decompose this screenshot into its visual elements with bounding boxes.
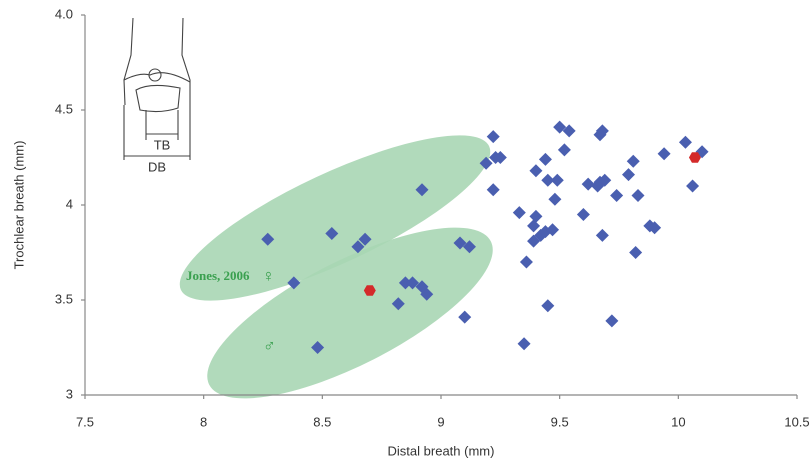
point — [287, 276, 301, 290]
male-region — [207, 227, 493, 399]
point — [553, 120, 567, 134]
point — [678, 135, 692, 149]
point — [325, 227, 339, 240]
point — [648, 221, 662, 235]
annotation: Jones, 2006 — [186, 268, 250, 283]
point — [517, 337, 531, 351]
bone-inset — [123, 17, 191, 160]
point — [626, 154, 640, 168]
inset-label: DB — [148, 159, 166, 174]
x-tick-label: 8 — [200, 414, 207, 429]
point — [538, 152, 552, 166]
point — [398, 276, 412, 290]
point — [631, 189, 645, 202]
point — [562, 124, 576, 138]
point — [529, 164, 543, 178]
point — [546, 223, 560, 237]
point — [576, 208, 590, 221]
point — [351, 240, 365, 254]
point — [598, 173, 612, 187]
point — [527, 219, 541, 233]
y-tick-label: 4 — [66, 196, 73, 211]
female-region — [179, 135, 491, 301]
point — [519, 255, 533, 269]
y-tick-label: 3.5 — [55, 291, 73, 306]
point — [493, 151, 507, 164]
point — [548, 192, 562, 206]
y-tick-label: 3 — [66, 386, 73, 401]
point — [261, 232, 275, 246]
point — [420, 287, 434, 301]
point — [541, 173, 555, 187]
x-tick-label: 9 — [437, 414, 444, 429]
point — [363, 285, 376, 296]
x-tick-label: 7.5 — [76, 414, 94, 429]
point — [593, 128, 607, 142]
point — [458, 310, 472, 324]
point — [529, 209, 543, 223]
annotation: ♂ — [263, 336, 276, 355]
point — [311, 341, 325, 354]
annotation: ♀ — [262, 266, 275, 285]
point — [358, 232, 372, 246]
y-tick-label: 4.0 — [55, 6, 73, 21]
point — [391, 297, 405, 311]
point — [486, 183, 500, 197]
point — [686, 179, 700, 193]
inset-label: TB — [154, 137, 171, 152]
point — [581, 177, 595, 191]
x-tick-label: 9.5 — [551, 414, 569, 429]
y-tick-label: 4.5 — [55, 101, 73, 116]
point — [605, 314, 619, 328]
point — [557, 143, 571, 157]
y-axis-label: Trochlear breath (mm) — [11, 141, 26, 270]
point — [462, 240, 476, 254]
point — [479, 156, 493, 170]
point — [550, 173, 564, 187]
point — [541, 299, 555, 313]
point — [657, 147, 671, 161]
point — [512, 206, 526, 220]
point — [453, 236, 467, 250]
point — [595, 228, 609, 242]
point — [621, 168, 635, 182]
point — [629, 246, 643, 259]
point — [610, 189, 624, 202]
x-tick-label: 8.5 — [313, 414, 331, 429]
point — [406, 276, 420, 290]
x-tick-label: 10.5 — [784, 414, 809, 429]
point — [688, 152, 701, 163]
point — [486, 130, 500, 144]
point — [415, 183, 429, 197]
x-axis-label: Distal breath (mm) — [388, 443, 495, 458]
x-tick-label: 10 — [671, 414, 685, 429]
